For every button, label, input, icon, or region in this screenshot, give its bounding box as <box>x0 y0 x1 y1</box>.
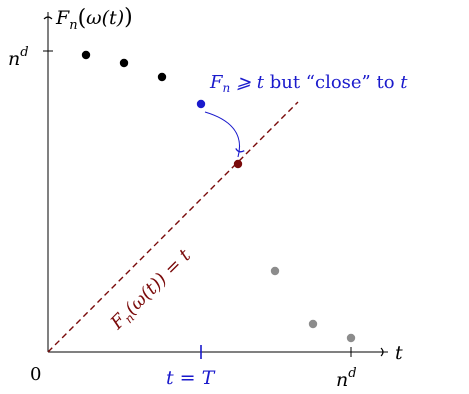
grey-point <box>308 319 318 329</box>
y-tick-label: nd <box>8 45 29 70</box>
t-marker-label: t = T <box>166 367 216 389</box>
grey-point <box>346 333 356 343</box>
diagonal-line <box>47 101 299 353</box>
black-point <box>81 50 91 60</box>
annotation-label: Fn ⩾ t but “close” to t <box>209 72 408 95</box>
x-tick-label: nd <box>336 366 357 391</box>
origin-label: 0 <box>30 364 41 385</box>
landing-point <box>233 159 243 169</box>
svg-text:Fn(ω(t)) = t: Fn(ω(t)) = t <box>106 245 197 336</box>
close-arrow <box>204 111 245 158</box>
y-axis-label: Fn(ω(t)) <box>55 5 133 33</box>
highlight-point <box>196 99 206 109</box>
black-point <box>157 72 167 82</box>
x-axis-label: t <box>395 342 403 364</box>
grey-point <box>270 266 280 276</box>
black-point <box>119 58 129 68</box>
diagonal-label: Fn(ω(t)) = t <box>106 245 197 336</box>
